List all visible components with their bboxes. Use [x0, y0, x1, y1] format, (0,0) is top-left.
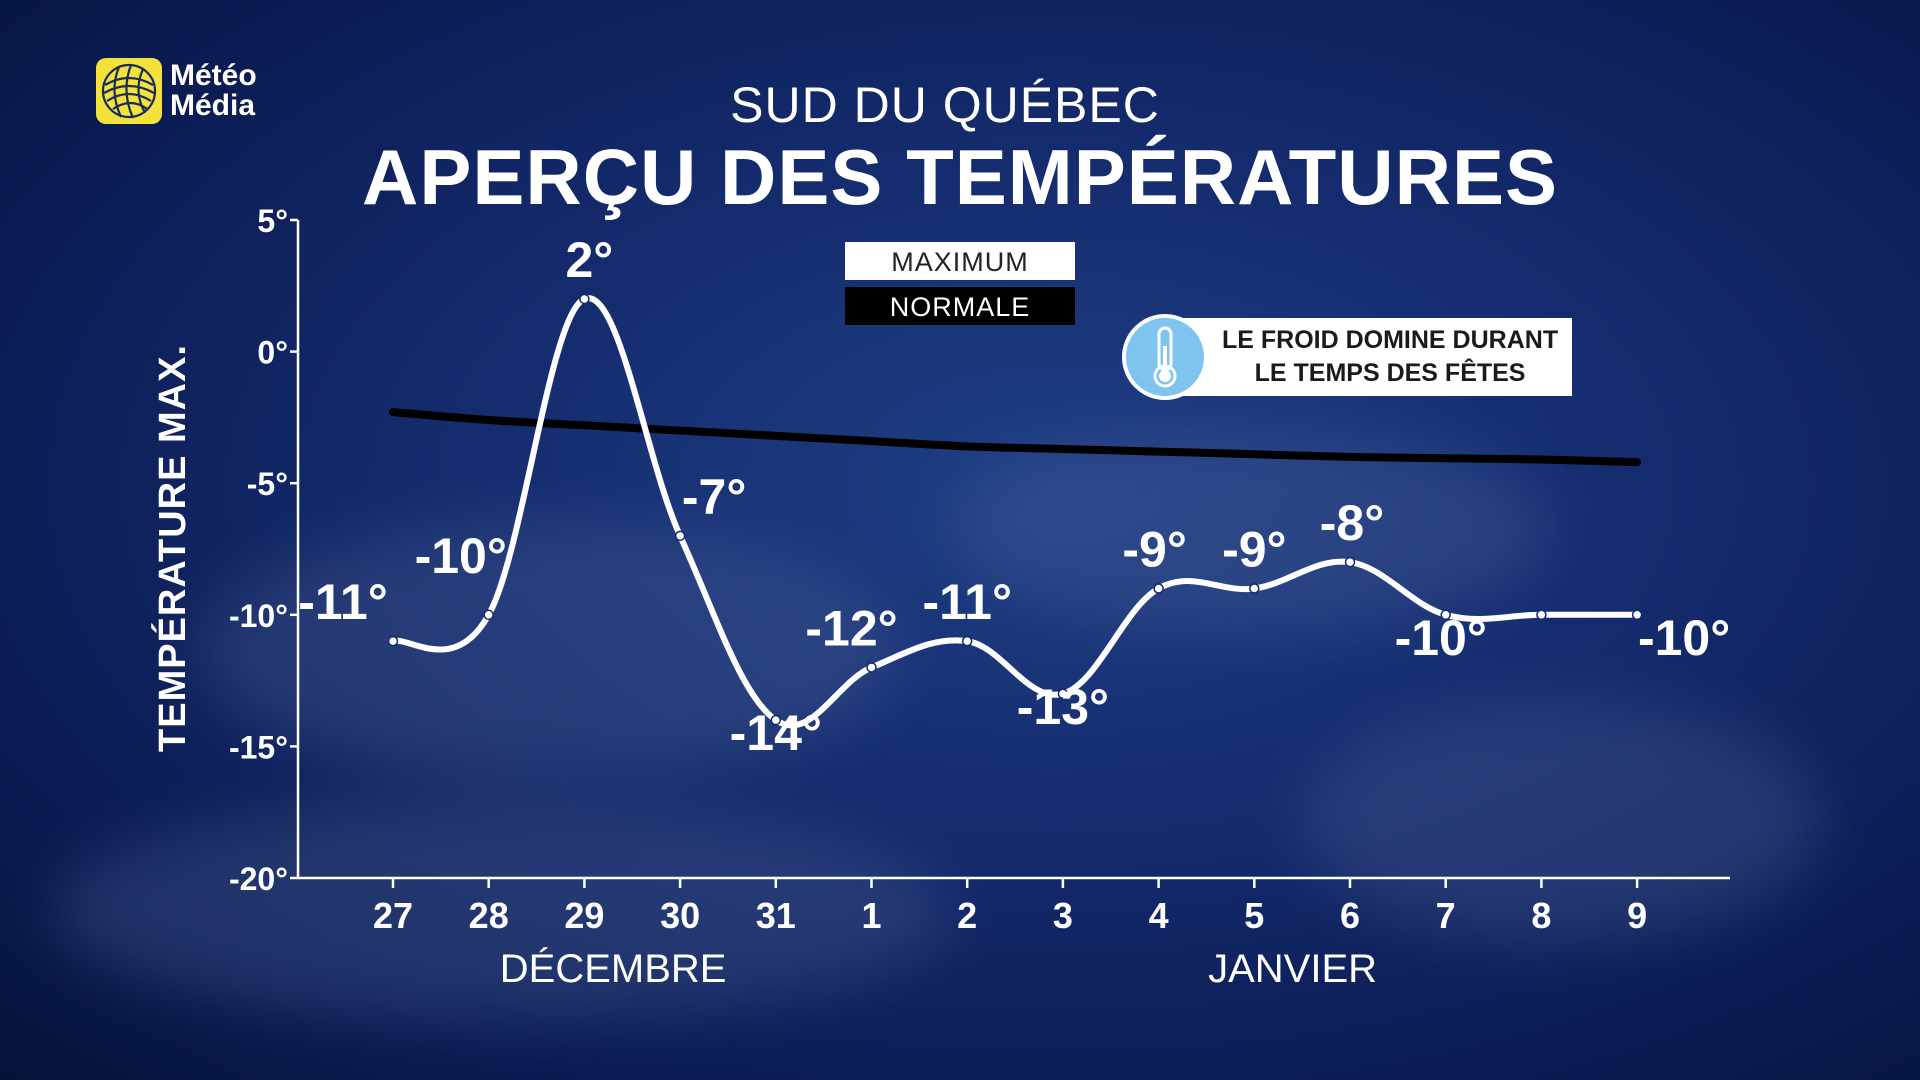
data-label: -9° [1122, 521, 1186, 577]
month-label: DÉCEMBRE [500, 946, 727, 991]
callout-text: LE FROID DOMINE DURANT LE TEMPS DES FÊTE… [1178, 318, 1573, 396]
x-tick-label: 27 [373, 895, 413, 936]
y-tick-label: -10° [229, 598, 288, 634]
y-tick-label: 5° [257, 203, 288, 239]
data-label: -10° [1638, 610, 1730, 666]
thermometer-icon [1122, 314, 1208, 400]
y-tick-label: 0° [257, 335, 288, 371]
x-tick-label: 28 [469, 895, 509, 936]
normale-series-line [389, 408, 1642, 467]
background-cloud [950, 430, 1550, 630]
x-tick-label: 3 [1053, 895, 1073, 936]
data-labels: -11°-10°2°-7°-14°-12° -11°-13°-9° -9° -8°-1… [298, 232, 1730, 761]
data-point [674, 530, 686, 542]
x-tick-label: 5 [1244, 895, 1264, 936]
month-label: JANVIER [1208, 947, 1377, 991]
data-label: -7° [682, 469, 746, 525]
y-axis-title: TEMPÉRATURE MAX. [150, 344, 194, 752]
data-point [1249, 583, 1260, 594]
x-tick-label: 1 [861, 895, 881, 936]
x-tick-label: 2 [957, 895, 977, 936]
axes: 5°0°-5°-10°-15°-20°TEMPÉRATURE MAX.27 28 2… [150, 203, 1730, 991]
data-point [579, 293, 590, 305]
background-cloud [200, 520, 900, 780]
data-point [770, 714, 782, 726]
x-tick-label: 4 [1149, 895, 1169, 936]
data-point [961, 635, 973, 647]
data-point [1440, 609, 1451, 621]
background-cloud [1300, 700, 1820, 940]
data-label: -8° [1320, 495, 1384, 551]
data-label: -11° [298, 574, 388, 630]
data-label: -10° [1395, 610, 1487, 666]
data-label: -10° [415, 528, 507, 584]
logo-line-2: Média [170, 89, 256, 122]
data-label: -9° [1222, 521, 1286, 577]
data-point [866, 662, 877, 673]
legend-maximum: MAXIMUM [845, 242, 1075, 280]
data-point [1344, 556, 1356, 568]
data-point [1631, 609, 1643, 621]
chart-title: APERÇU DES TEMPÉRATURES [361, 133, 1558, 221]
background-cloud [50, 800, 950, 1020]
globe-icon [96, 58, 162, 124]
x-tick-label: 7 [1436, 895, 1456, 936]
legend-normale: NORMALE [845, 287, 1075, 325]
data-point [1057, 688, 1069, 700]
data-label: -12° [805, 600, 897, 656]
data-label: -14° [730, 705, 822, 761]
logo-wordmark: Météo Média [170, 61, 257, 121]
data-label: -13° [1017, 679, 1109, 735]
y-tick-label: -20° [229, 861, 288, 897]
y-tick-label: -15° [229, 729, 288, 765]
meteomedia-logo: Météo Média [96, 58, 257, 124]
data-label: 2° [565, 232, 613, 288]
x-tick-label: 29 [564, 895, 604, 936]
x-tick-label: 30 [660, 895, 700, 936]
data-point [387, 635, 399, 647]
callout-banner: LE FROID DOMINE DURANT LE TEMPS DES FÊTE… [1122, 314, 1573, 400]
chart-subtitle: SUD DU QUÉBEC [730, 77, 1160, 133]
callout-line-1: LE FROID DOMINE DURANT [1222, 326, 1559, 354]
x-tick-label: 8 [1531, 895, 1551, 936]
data-point [1536, 609, 1547, 621]
data-label: -11° [922, 574, 1012, 630]
x-tick-label: 31 [756, 895, 796, 936]
x-tick-label: 6 [1340, 895, 1360, 936]
data-point [483, 609, 494, 621]
callout-line-2: LE TEMPS DES FÊTES [1254, 359, 1526, 387]
y-tick-label: -5° [247, 466, 288, 502]
logo-line-1: Météo [170, 59, 257, 92]
maximum-series-line [390, 295, 1641, 729]
x-tick-label: 9 [1627, 895, 1647, 936]
series [387, 293, 1643, 729]
data-point [1153, 583, 1164, 594]
